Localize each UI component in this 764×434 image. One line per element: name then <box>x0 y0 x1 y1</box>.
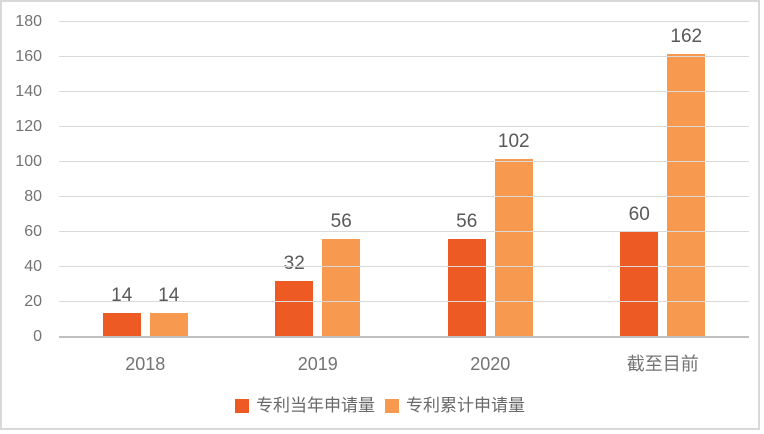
gridline <box>59 91 749 92</box>
y-axis-tick-label: 180 <box>15 13 42 30</box>
y-axis: 0 20 40 60 80 100 120 140 160 180 <box>2 14 48 345</box>
bar: 14 <box>102 286 141 337</box>
legend-label: 专利累计申请量 <box>406 396 525 415</box>
bar-groups: 14 14 32 56 56 102 60 162 <box>59 22 749 337</box>
bar-value-label: 56 <box>330 211 352 232</box>
gridline <box>59 161 749 162</box>
gridline <box>59 301 749 303</box>
bar-value-label: 102 <box>497 130 530 152</box>
x-axis-label: 2019 <box>297 354 338 374</box>
legend-item: 专利当年申请量 <box>235 397 375 414</box>
y-axis-tick-label: 140 <box>15 83 42 100</box>
y-axis-tick-label: 120 <box>15 118 42 135</box>
bar: 56 <box>447 212 486 337</box>
x-axis-label: 2020 <box>470 354 511 374</box>
bar-group: 32 56 <box>232 22 405 337</box>
bar-value-label: 162 <box>670 25 703 47</box>
bar: 14 <box>149 286 188 337</box>
gridline <box>59 266 749 268</box>
bar-group: 14 14 <box>59 22 232 337</box>
bar: 102 <box>494 132 533 337</box>
bar-group: 60 162 <box>577 22 750 337</box>
bar-value-label: 32 <box>283 253 305 274</box>
legend-label: 专利当年申请量 <box>256 396 375 415</box>
gridline <box>59 196 749 198</box>
legend-marker <box>235 398 249 413</box>
x-axis: 2018 2019 2020 截至目前 <box>59 355 749 373</box>
bar: 56 <box>322 212 361 337</box>
bar: 162 <box>667 27 706 337</box>
y-axis-tick-label: 100 <box>15 153 42 170</box>
legend: 专利当年申请量 专利累计申请量 <box>2 397 758 414</box>
bar: 32 <box>275 254 314 337</box>
y-axis-tick-label: 160 <box>15 48 42 66</box>
y-axis-tick-label: 20 <box>24 293 42 311</box>
x-axis-label: 截至目前 <box>626 354 699 374</box>
gridline <box>59 126 749 127</box>
gridline <box>59 56 749 58</box>
x-axis-line <box>59 336 749 338</box>
bar-value-label: 14 <box>111 284 133 306</box>
gridline <box>59 21 749 22</box>
gridline <box>59 231 749 232</box>
bar-value-label: 14 <box>158 284 180 306</box>
y-axis-tick-label: 40 <box>24 258 42 276</box>
y-axis-tick-label: 80 <box>24 188 42 206</box>
bar-value-label: 60 <box>628 204 650 225</box>
bar-value-label: 56 <box>456 211 478 232</box>
legend-marker <box>385 398 399 413</box>
bar: 60 <box>620 205 659 337</box>
y-axis-tick-label: 0 <box>33 328 42 345</box>
y-axis-tick-label: 60 <box>24 223 42 240</box>
legend-item: 专利累计申请量 <box>385 397 525 414</box>
bar-group: 56 102 <box>404 22 577 337</box>
x-axis-label: 2018 <box>125 354 166 374</box>
plot-area: 14 14 32 56 56 102 60 162 <box>59 21 749 338</box>
